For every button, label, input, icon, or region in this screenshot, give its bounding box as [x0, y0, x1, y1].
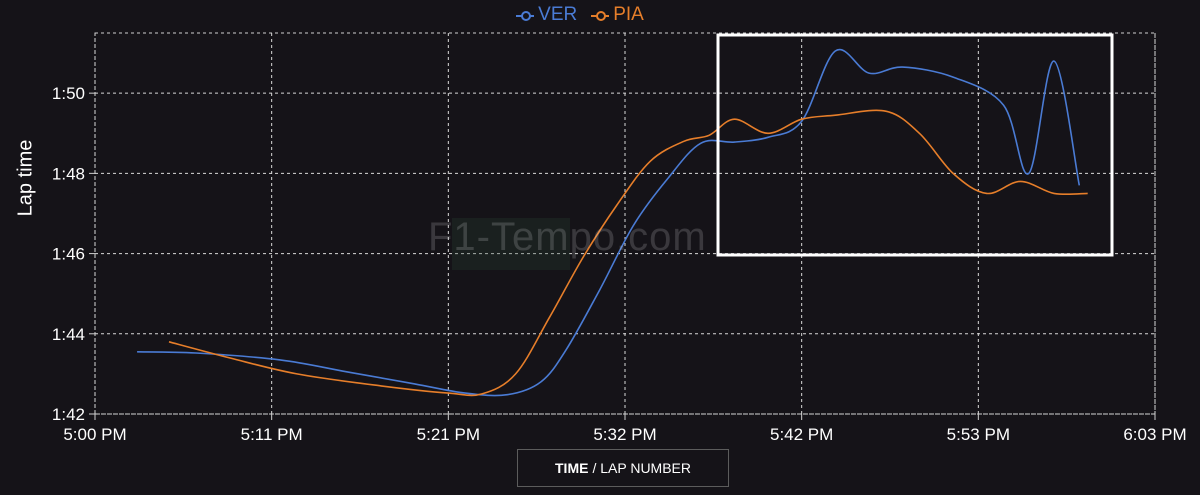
x-tick-label: 6:03 PM: [1123, 425, 1186, 444]
y-tick-label: 1:46: [52, 245, 85, 264]
x-axis-mode-rest: / LAP NUMBER: [592, 460, 691, 476]
watermark-bg: [452, 218, 570, 270]
x-tick-label: 5:53 PM: [947, 425, 1010, 444]
y-axis-label: Lap time: [14, 139, 37, 217]
watermark: F1-Tempo.com: [428, 215, 707, 259]
legend-item-pia[interactable]: PIA: [591, 4, 644, 26]
y-tick-label: 1:42: [52, 405, 85, 424]
line-marker-icon: [591, 9, 610, 21]
y-axis-ticks: 1:42 1:44 1:46 1:48 1:50: [52, 84, 95, 424]
x-tick-label: 5:11 PM: [241, 425, 303, 444]
series-lines: [137, 48, 1088, 397]
x-tick-label: 5:21 PM: [417, 425, 480, 444]
x-tick-label: 5:42 PM: [770, 425, 833, 444]
y-tick-label: 1:50: [52, 84, 85, 103]
y-tick-label: 1:44: [52, 325, 85, 344]
x-axis-mode-button[interactable]: TIME / LAP NUMBER: [517, 449, 729, 487]
series-line-pia[interactable]: [168, 109, 1088, 397]
legend-label: VER: [538, 4, 578, 25]
x-axis-ticks: 5:00 PM 5:11 PM 5:21 PM 5:32 PM 5:42 PM 5:53 …: [63, 414, 1187, 444]
highlight-box: [716, 33, 1114, 257]
x-tick-label: 5:32 PM: [593, 425, 656, 444]
series-line-ver[interactable]: [137, 48, 1081, 397]
legend-label: PIA: [613, 4, 644, 25]
x-tick-label: 5:00 PM: [63, 425, 126, 444]
line-marker-icon: [516, 9, 535, 21]
y-tick-label: 1:48: [52, 164, 85, 183]
legend: VER PIA: [0, 4, 1160, 26]
x-axis-mode-bold: TIME: [555, 460, 589, 476]
legend-item-ver[interactable]: VER: [516, 4, 577, 26]
